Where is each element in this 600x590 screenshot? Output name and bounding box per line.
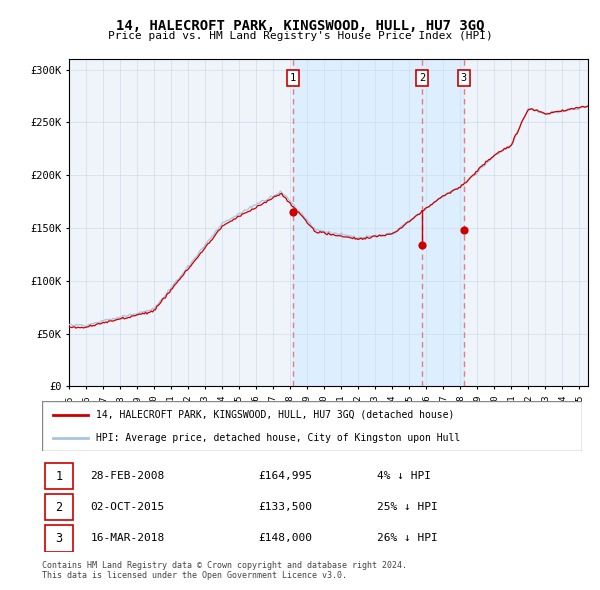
Text: £133,500: £133,500 (258, 502, 312, 512)
Text: 2: 2 (55, 501, 62, 514)
Text: Contains HM Land Registry data © Crown copyright and database right 2024.: Contains HM Land Registry data © Crown c… (42, 560, 407, 569)
Bar (293, 59, 464, 386)
Text: HPI: Average price, detached house, City of Kingston upon Hull: HPI: Average price, detached house, City… (96, 433, 460, 443)
Text: 3: 3 (461, 73, 467, 83)
Text: 14, HALECROFT PARK, KINGSWOOD, HULL, HU7 3GQ: 14, HALECROFT PARK, KINGSWOOD, HULL, HU7… (116, 19, 484, 33)
FancyBboxPatch shape (45, 525, 73, 552)
FancyBboxPatch shape (45, 494, 73, 520)
Point (288, 208, 298, 217)
Text: 25% ↓ HPI: 25% ↓ HPI (377, 502, 437, 512)
Text: 3: 3 (55, 532, 62, 545)
Text: 4% ↓ HPI: 4% ↓ HPI (377, 471, 431, 481)
Text: 26% ↓ HPI: 26% ↓ HPI (377, 533, 437, 543)
Text: This data is licensed under the Open Government Licence v3.0.: This data is licensed under the Open Gov… (42, 571, 347, 579)
Text: 1: 1 (290, 73, 296, 83)
Point (417, 241, 427, 250)
Text: 02-OCT-2015: 02-OCT-2015 (91, 502, 165, 512)
Text: 16-MAR-2018: 16-MAR-2018 (91, 533, 165, 543)
FancyBboxPatch shape (42, 401, 582, 451)
Text: Price paid vs. HM Land Registry's House Price Index (HPI): Price paid vs. HM Land Registry's House … (107, 31, 493, 41)
FancyBboxPatch shape (45, 463, 73, 489)
Text: £148,000: £148,000 (258, 533, 312, 543)
Text: £164,995: £164,995 (258, 471, 312, 481)
Text: 28-FEB-2008: 28-FEB-2008 (91, 471, 165, 481)
Text: 2: 2 (419, 73, 425, 83)
Point (459, 225, 469, 235)
Text: 14, HALECROFT PARK, KINGSWOOD, HULL, HU7 3GQ (detached house): 14, HALECROFT PARK, KINGSWOOD, HULL, HU7… (96, 409, 454, 419)
Text: 1: 1 (55, 470, 62, 483)
